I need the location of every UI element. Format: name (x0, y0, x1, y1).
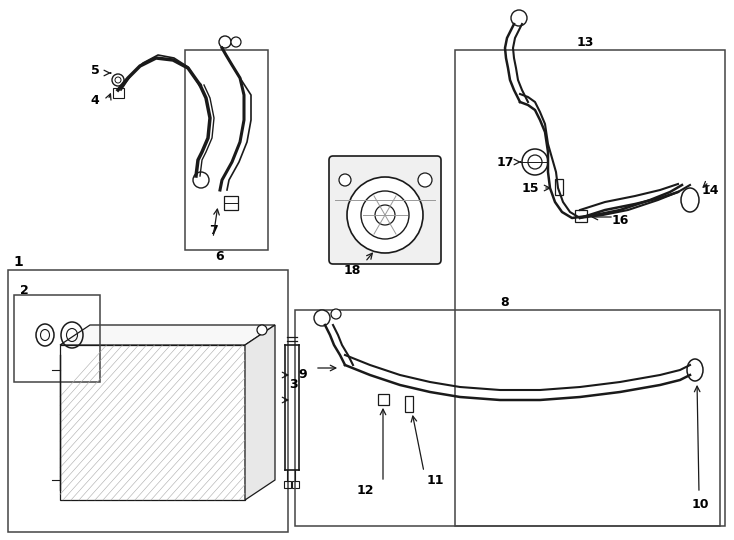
Circle shape (331, 309, 341, 319)
FancyBboxPatch shape (329, 156, 441, 264)
Polygon shape (245, 325, 275, 500)
Text: 17: 17 (496, 156, 514, 168)
Text: 9: 9 (299, 368, 308, 381)
Polygon shape (60, 325, 275, 345)
Circle shape (339, 174, 351, 186)
Bar (8, 270, 288, 532)
Bar (185, 50, 268, 250)
Text: 6: 6 (216, 251, 225, 264)
Circle shape (219, 36, 231, 48)
Bar (455, 50, 725, 526)
Text: 8: 8 (501, 296, 509, 309)
Circle shape (522, 149, 548, 175)
Bar (292, 481, 299, 488)
Text: 12: 12 (356, 483, 374, 496)
Text: 1: 1 (13, 255, 23, 269)
Circle shape (231, 37, 241, 47)
Circle shape (193, 172, 209, 188)
Circle shape (314, 310, 330, 326)
Text: 4: 4 (90, 93, 99, 106)
Text: 14: 14 (701, 184, 719, 197)
Text: 3: 3 (290, 379, 298, 392)
Circle shape (257, 325, 267, 335)
Text: 7: 7 (208, 224, 217, 237)
Polygon shape (60, 345, 245, 500)
Circle shape (375, 205, 395, 225)
Text: 11: 11 (426, 474, 444, 487)
Text: 10: 10 (691, 498, 709, 511)
Text: 16: 16 (611, 213, 629, 226)
Text: 2: 2 (20, 284, 29, 296)
Ellipse shape (681, 188, 699, 212)
Circle shape (511, 10, 527, 26)
Text: 18: 18 (344, 264, 360, 276)
Bar (575, 210, 587, 222)
Bar (405, 396, 413, 412)
Circle shape (112, 74, 124, 86)
Bar (14, 295, 100, 382)
Text: 15: 15 (521, 181, 539, 194)
Circle shape (418, 173, 432, 187)
Circle shape (361, 191, 409, 239)
Bar (555, 179, 563, 195)
Ellipse shape (687, 359, 703, 381)
Text: 13: 13 (576, 36, 594, 49)
Text: 5: 5 (90, 64, 99, 77)
Bar (284, 481, 291, 488)
Bar (113, 88, 124, 98)
Bar (224, 196, 238, 210)
Bar (295, 310, 720, 526)
Circle shape (115, 77, 121, 83)
Bar (378, 394, 389, 405)
Circle shape (347, 177, 423, 253)
